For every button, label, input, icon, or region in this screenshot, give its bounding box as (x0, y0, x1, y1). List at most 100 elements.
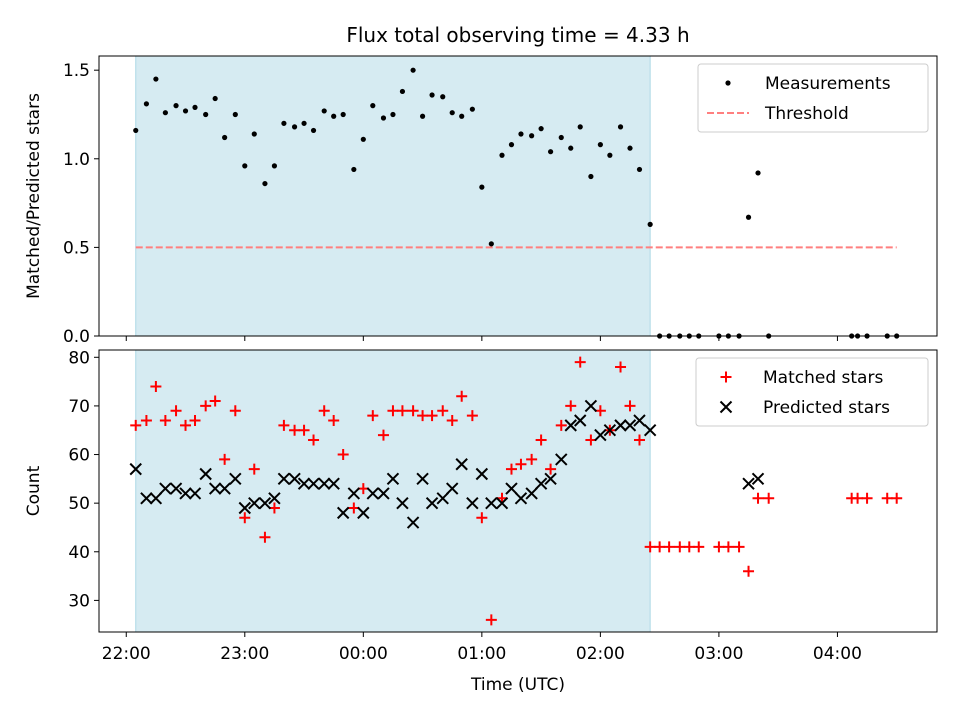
matched-star-point (663, 541, 675, 553)
predicted-star-point (159, 482, 172, 495)
predicted-star-point (466, 496, 479, 510)
matched-star-point (298, 424, 310, 436)
predicted-star-point (208, 482, 222, 495)
measurement-point (547, 149, 554, 155)
matched-star-point (881, 492, 893, 504)
top-y-axis-label: Matched/Predicted stars (24, 93, 44, 299)
measurement-point (212, 95, 218, 102)
matched-star-point (526, 453, 538, 465)
predicted-star-point (386, 472, 400, 486)
matched-star-point (437, 405, 449, 417)
y-tick-label: 40 (68, 543, 90, 563)
predicted-star-point (140, 492, 153, 505)
matched-star-point (535, 434, 547, 446)
top-y-ticks: 0.0 0.5 1.0 1.5 (63, 61, 99, 347)
predicted-star-point (564, 419, 577, 432)
x-tick-label: 01:00 (457, 644, 506, 664)
matched-star-point (278, 419, 290, 431)
y-tick-label: 1.5 (63, 61, 90, 81)
matched-star-point (644, 541, 656, 553)
x-tick-label: 02:00 (576, 644, 625, 664)
predicted-star-point (534, 477, 548, 490)
predicted-star-point (238, 501, 251, 515)
x-tick-label: 22:00 (102, 644, 151, 664)
measurement-point (488, 241, 494, 247)
measurement-point (419, 113, 426, 119)
measurement-point (636, 166, 643, 173)
matched-star-point (318, 405, 330, 417)
matched-star-point (861, 492, 873, 504)
y-tick-label: 0.5 (63, 238, 90, 258)
measurement-point (745, 214, 752, 220)
predicted-star-point (555, 453, 568, 466)
predicted-star-point (129, 462, 142, 476)
predicted-star-point (288, 472, 301, 486)
predicted-star-point (377, 487, 390, 500)
measurement-point (399, 88, 406, 95)
x-axis-label: Time (UTC) (470, 675, 565, 695)
y-tick-label: 30 (68, 591, 90, 611)
measurement-point (380, 115, 387, 121)
matched-star-point (633, 434, 645, 446)
matched-star-point (377, 429, 389, 441)
y-tick-label: 80 (68, 348, 90, 368)
measurement-point (232, 111, 238, 118)
matched-star-point (733, 541, 745, 553)
matched-star-point (565, 400, 577, 412)
measurement-point (390, 111, 396, 118)
predicted-star-point (396, 496, 409, 510)
measurement-point (508, 142, 515, 148)
measurement-point (479, 184, 485, 190)
predicted-star-point (149, 492, 163, 505)
matched-star-point (387, 405, 399, 417)
matched-star-point (219, 453, 231, 465)
predicted-star-point (258, 496, 272, 510)
predicted-star-point (623, 419, 637, 432)
matched-star-point (674, 541, 686, 553)
measurement-point (370, 103, 376, 109)
y-tick-label: 70 (68, 397, 90, 417)
measurement-point (262, 180, 268, 187)
matched-star-point (367, 410, 379, 422)
predicted-star-point (633, 414, 646, 427)
matched-star-point (466, 410, 478, 422)
measurement-point (321, 108, 327, 114)
predicted-star-point (594, 428, 607, 442)
measurement-point (440, 94, 446, 100)
matched-star-point (713, 541, 725, 553)
y-tick-label: 1.0 (63, 150, 90, 170)
predicted-star-point (614, 419, 627, 432)
matched-star-point (407, 405, 419, 417)
top-panel-frame (98, 55, 938, 337)
count-points (129, 356, 903, 626)
matched-star-point (140, 415, 152, 426)
matched-star-point (170, 405, 182, 417)
legend-matched-marker (720, 371, 732, 383)
matched-star-point (248, 463, 260, 475)
matched-star-point (417, 410, 429, 422)
predicted-star-point (179, 487, 192, 500)
predicted-star-point (336, 506, 350, 520)
predicted-star-point (495, 496, 509, 510)
matched-star-point (574, 356, 586, 368)
matched-star-point (476, 512, 488, 524)
plus-marker-icon (720, 371, 732, 383)
predicted-star-point (425, 496, 439, 510)
measurement-point (449, 110, 455, 116)
predicted-star-point (643, 424, 657, 437)
matched-star-point (485, 614, 497, 626)
measurement-point (518, 131, 524, 137)
predicted-star-point (446, 482, 459, 495)
matched-star-point (308, 434, 320, 446)
x-tick-label: 00:00 (339, 644, 388, 664)
bottom-x-ticks: 22:00 23:00 00:00 01:00 02:00 03:00 04:00 (102, 632, 862, 664)
legend-predicted-label: Predicted stars (763, 398, 890, 418)
measurement-point (529, 133, 535, 139)
legend-measurements-label: Measurements (765, 74, 891, 94)
measurement-point (133, 127, 139, 134)
predicted-star-point (485, 496, 498, 510)
matched-star-point (200, 400, 212, 412)
legend-measurements-marker (725, 80, 731, 86)
bottom-panel-frame (98, 349, 938, 633)
